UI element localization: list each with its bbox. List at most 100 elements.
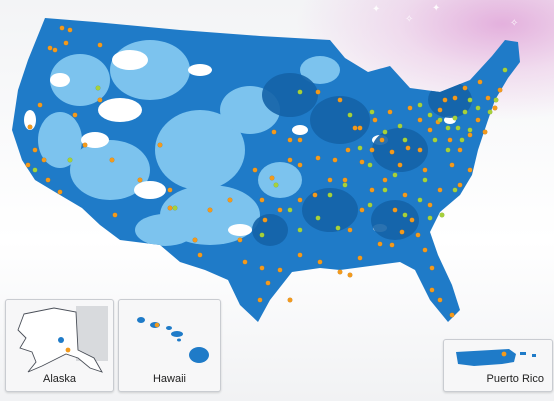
city-marker-green[interactable] [467,97,473,103]
city-marker-orange[interactable] [427,202,433,208]
city-marker-green[interactable] [427,215,433,221]
city-marker-green[interactable] [432,137,438,143]
city-marker-green[interactable] [327,192,333,198]
city-marker-orange[interactable] [259,197,265,203]
city-marker-orange[interactable] [297,252,303,258]
city-marker-green[interactable] [452,187,458,193]
city-marker-green[interactable] [439,212,445,218]
city-marker-green[interactable] [273,182,279,188]
city-marker-orange[interactable] [467,132,473,138]
city-marker-orange[interactable] [257,297,263,303]
city-marker-green[interactable] [459,137,465,143]
city-marker-orange[interactable] [271,129,277,135]
city-marker-green[interactable] [367,202,373,208]
city-marker-orange[interactable] [337,269,343,275]
city-marker-orange[interactable] [52,47,58,53]
city-marker-orange[interactable] [41,157,47,163]
city-marker-orange[interactable] [402,192,408,198]
city-marker-green[interactable] [259,232,265,238]
city-marker-orange[interactable] [389,149,395,155]
city-marker-orange[interactable] [422,167,428,173]
city-marker-orange[interactable] [475,117,481,123]
city-marker-orange[interactable] [242,259,248,265]
city-marker-orange[interactable] [377,241,383,247]
city-marker-orange[interactable] [157,142,163,148]
city-marker-orange[interactable] [37,102,43,108]
city-marker-orange[interactable] [347,272,353,278]
city-marker-orange[interactable] [422,247,428,253]
city-marker-green[interactable] [392,172,398,178]
city-marker-orange[interactable] [347,227,353,233]
city-marker-green[interactable] [417,102,423,108]
city-marker-orange[interactable] [327,177,333,183]
city-marker-green[interactable] [445,125,451,131]
city-marker-orange[interactable] [345,147,351,153]
city-marker-orange[interactable] [357,255,363,261]
city-marker-green[interactable] [462,109,468,115]
city-marker-orange[interactable] [137,177,143,183]
city-marker-orange[interactable] [287,297,293,303]
city-marker-orange[interactable] [399,229,405,235]
city-marker-orange[interactable] [167,205,173,211]
city-marker-green[interactable] [67,157,73,163]
alaska-inset[interactable]: Alaska [5,299,114,392]
city-marker-orange[interactable] [449,162,455,168]
city-marker-orange[interactable] [457,182,463,188]
city-marker-green[interactable] [467,127,473,133]
city-marker-orange[interactable] [265,280,271,286]
city-marker-green[interactable] [32,167,38,173]
city-marker-orange[interactable] [407,105,413,111]
city-marker-orange[interactable] [312,192,318,198]
city-marker-orange[interactable] [382,177,388,183]
city-marker-orange[interactable] [442,97,448,103]
city-marker-green[interactable] [172,205,178,211]
city-marker-green[interactable] [357,145,363,151]
city-marker-green[interactable] [315,215,321,221]
city-marker-orange[interactable] [59,25,65,31]
city-marker-orange[interactable] [437,187,443,193]
city-marker-green[interactable] [475,105,481,111]
city-marker-orange[interactable] [259,265,265,271]
city-marker-orange[interactable] [287,137,293,143]
city-marker-orange[interactable] [287,157,293,163]
city-marker-orange[interactable] [32,147,38,153]
city-marker-orange[interactable] [27,124,33,130]
city-marker-orange[interactable] [462,85,468,91]
city-marker-orange[interactable] [297,197,303,203]
city-marker-green[interactable] [455,125,461,131]
city-marker-orange[interactable] [57,189,63,195]
city-marker-green[interactable] [95,85,101,91]
city-marker-orange[interactable] [112,212,118,218]
city-marker-orange[interactable] [357,125,363,131]
city-marker-orange[interactable] [342,177,348,183]
city-marker-orange[interactable] [449,312,455,318]
city-marker-orange[interactable] [409,217,415,223]
city-marker-orange[interactable] [415,232,421,238]
city-marker-orange[interactable] [277,207,283,213]
city-marker-orange[interactable] [482,129,488,135]
city-marker-orange[interactable] [437,107,443,113]
city-marker-orange[interactable] [167,187,173,193]
puerto-rico-inset[interactable]: Puerto Rico [443,339,553,392]
city-marker-orange[interactable] [392,207,398,213]
city-marker-green[interactable] [402,212,408,218]
city-marker-orange[interactable] [297,137,303,143]
city-marker-orange[interactable] [297,162,303,168]
city-marker-orange[interactable] [72,112,78,118]
city-marker-orange[interactable] [337,97,343,103]
city-marker-orange[interactable] [429,287,435,293]
city-marker-orange[interactable] [82,142,88,148]
city-marker-orange[interactable] [467,167,473,173]
city-marker-green[interactable] [347,112,353,118]
city-marker-orange[interactable] [262,217,268,223]
city-marker-orange[interactable] [452,95,458,101]
city-marker-green[interactable] [297,227,303,233]
city-marker-orange[interactable] [457,147,463,153]
city-marker-orange[interactable] [492,105,498,111]
city-marker-orange[interactable] [109,157,115,163]
city-marker-orange[interactable] [405,145,411,151]
city-marker-green[interactable] [502,67,508,73]
city-marker-orange[interactable] [192,237,198,243]
city-marker-orange[interactable] [332,157,338,163]
